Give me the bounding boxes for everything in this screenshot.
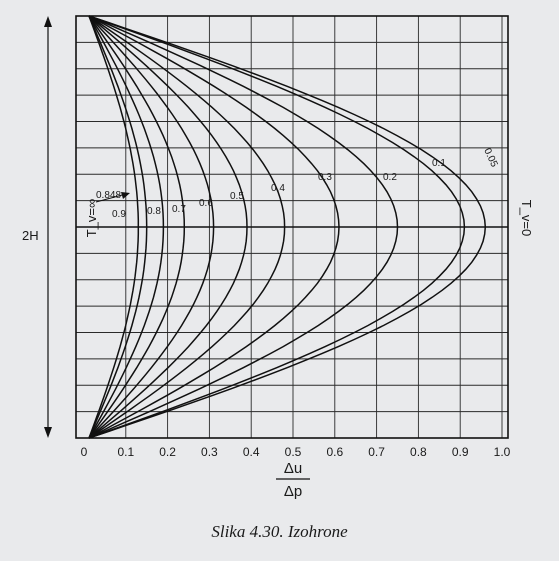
x-tick-label: 0.2 [159, 445, 176, 459]
x-axis-label-denominator: Δp [284, 483, 302, 500]
isochrone-curves [88, 15, 487, 439]
isochrone-label: 0.6 [199, 198, 213, 209]
isochrone-curve [88, 15, 165, 439]
figure-caption: Slika 4.30. Izohrone [211, 522, 348, 541]
x-tick-label: 0.7 [368, 445, 385, 459]
isochrone-label: 0.5 [230, 191, 244, 202]
isochrone-label: 0.8 [147, 206, 161, 217]
isochrone-label: 0.9 [112, 209, 126, 220]
isochrone-curve [88, 15, 215, 439]
right-boundary-label: T_v=0 [519, 200, 534, 237]
isochrone-curve [88, 15, 340, 439]
x-tick-label: 1.0 [494, 445, 511, 459]
x-tick-label: 0.9 [452, 445, 469, 459]
chart-frame [75, 15, 509, 439]
x-axis-label-numerator: Δu [284, 460, 302, 477]
isochrone-label: 0.7 [172, 204, 186, 215]
isochrone-curve [88, 15, 140, 439]
isochrone-curve [88, 15, 466, 439]
x-tick-label: 0 [81, 445, 88, 459]
isochrone-curve [88, 15, 248, 439]
x-tick-label: 0.8 [410, 445, 427, 459]
isochrone-label: 0.3 [318, 172, 332, 183]
isochrone-labels: 0.05 0.1 0.2 0.3 0.4 0.5 0.6 0.7 0.8 0.9 0.848 [96, 147, 500, 220]
isochrone-label: 0.05 [481, 147, 499, 170]
isochrone-label: 0.2 [383, 172, 397, 183]
left-boundary-label: T_v=∞ [84, 199, 99, 238]
label-pointer-arrow [95, 192, 130, 203]
isochrone-curve [88, 15, 186, 439]
isochrone-curve [88, 15, 487, 439]
x-tick-label: 0.5 [285, 445, 302, 459]
depth-label: 2H [22, 228, 39, 243]
x-tick-label: 0.4 [243, 445, 260, 459]
isochrone-curve [88, 15, 399, 439]
isochrone-curve [88, 15, 148, 439]
x-tick-label: 0.1 [117, 445, 134, 459]
isochrone-curve [88, 15, 286, 439]
isochrone-label: 0.1 [432, 158, 446, 169]
x-tick-label: 0.3 [201, 445, 218, 459]
chart-grid [76, 16, 508, 438]
isochrone-label: 0.4 [271, 183, 285, 194]
isochrone-label: 0.848 [96, 190, 121, 201]
x-tick-label: 0.6 [326, 445, 343, 459]
depth-dimension-arrow [44, 16, 52, 438]
x-tick-labels: 0 0.1 0.2 0.3 0.4 0.5 0.6 0.7 0.8 0.9 1.0 [81, 445, 511, 459]
